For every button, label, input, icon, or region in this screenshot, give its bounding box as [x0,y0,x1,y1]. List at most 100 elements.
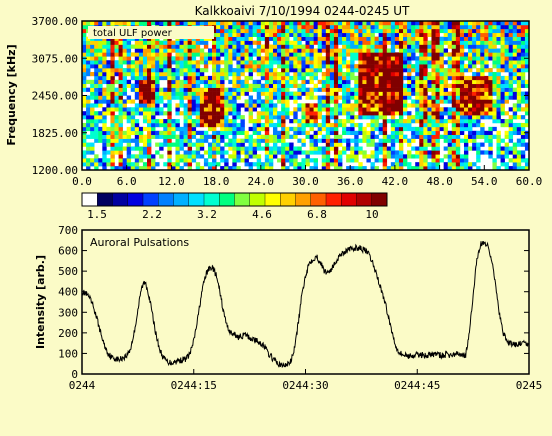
spectrogram-cell [102,146,107,151]
spectrogram-cell [228,130,233,136]
spectrogram-cell [126,115,132,120]
spectrogram-cell [122,75,127,81]
spectrogram-cell [484,111,489,116]
spectrogram-cell [431,99,436,104]
spectrogram-cell [126,71,132,77]
spectrogram-cell [350,95,355,100]
spectrogram-cell [228,111,233,116]
spectrogram-cell [333,21,339,26]
spectrogram-cell [130,68,136,73]
spectrogram-cell [480,126,485,132]
spectrogram-cell [118,64,123,69]
spectrogram-cell [155,107,160,112]
spectrogram-cell [98,130,103,136]
spectrogram-cell [98,40,103,45]
spectrogram-cell [435,146,440,151]
spectrogram-cell [175,166,180,171]
spectrogram-cell [407,142,412,147]
spectrogram-cell [110,83,115,88]
spectrogram-cell [203,107,209,112]
spectrogram-cell [329,48,335,53]
spectrogram-cell [419,83,424,88]
spectrogram-cell [163,44,168,49]
spectrogram-cell [411,115,416,120]
spectrogram-cell [451,154,457,159]
spectrogram-cell [415,130,420,136]
pulsation-x-tick-label: 0245 [516,379,543,392]
spectrogram-cell [516,162,522,167]
spectrogram-cell [216,87,221,92]
spectrogram-cell [459,44,465,49]
spectrogram-cell [199,87,205,92]
inset-label-box: total ULF power [88,26,214,39]
spectrogram-cell [305,130,310,136]
spectrogram-cell [455,103,461,108]
spectrogram-cell [398,138,404,143]
spectrogram-cell [492,99,497,104]
spectrogram-cell [439,91,444,96]
spectrogram-cell [317,126,323,132]
spectrogram-cell [244,75,249,81]
spectrogram-cell [520,130,526,136]
spectrogram-cell [419,52,424,57]
spectrogram-cell [155,71,160,77]
spectrogram-cell [415,146,420,151]
spectrogram-cell [459,138,465,143]
spectrogram-cell [114,52,119,57]
spectrogram-cell [317,64,323,69]
spectrogram-cell [346,36,351,41]
spectrogram-cell [512,126,518,132]
spectrogram-cell [118,115,123,120]
spectrogram-cell [358,91,363,96]
spectrogram-cell [382,21,388,26]
spectrogram-cell [403,119,408,124]
spectrogram-cell [301,71,306,77]
spectrogram-cell [138,138,144,143]
spectrogram-cell [366,103,371,108]
spectrogram-cell [472,122,477,128]
spectrogram-cell [232,107,237,112]
spectrogram-cell [500,40,505,45]
spectrogram-cell [415,56,420,61]
spectrogram-cell [350,146,355,151]
spectrogram-cell [524,119,530,124]
spectrogram-cell [301,138,306,143]
spectrogram-cell [212,158,217,163]
spectrogram-cell [82,32,87,37]
spectrogram-cell [277,87,282,92]
spectrogram-cell [236,103,241,108]
spectrogram-cell [358,126,363,132]
spectrogram-cell [394,122,400,128]
spectrogram-cell [386,21,392,26]
spectrogram-cell [244,158,249,163]
spectrogram-cell [90,64,95,69]
spectrogram-cell [398,79,404,85]
spectrogram-cell [285,28,290,34]
spectrogram-cell [492,52,497,57]
spectrogram-cell [195,115,201,120]
spectrogram-cell [313,68,318,73]
spectrogram-cell [187,166,193,171]
spectrogram-cell [427,115,432,120]
spectrogram-cell [102,64,107,69]
spectrogram-cell [207,79,213,85]
spectrogram-cell [472,142,477,147]
spectrogram-cell [447,166,453,171]
spectrogram-cell [403,122,408,128]
spectrogram-cell [386,36,392,41]
spectrogram-cell [484,60,489,65]
spectrogram-cell [512,24,518,30]
spectrogram-cell [472,99,477,104]
spectrogram-cell [86,166,91,171]
spectrogram-cell [484,103,489,108]
spectrogram-cell [264,111,270,116]
spectrogram-cell [325,107,331,112]
spectrogram-cell [183,40,188,45]
spectrogram-cell [272,122,278,128]
spectrogram-cell [130,154,136,159]
spectrogram-cell [504,99,509,104]
spectrogram-cell [126,142,132,147]
spectrogram-cell [459,21,465,26]
spectrogram-cell [256,64,262,69]
spectrogram-cell [419,91,424,96]
